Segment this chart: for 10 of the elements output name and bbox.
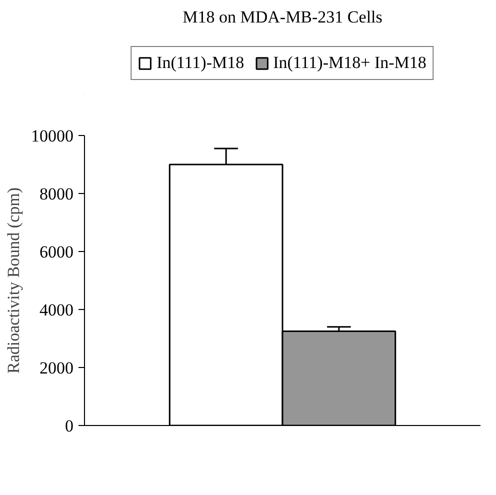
y-tick-label: 6000 [40,242,74,262]
y-tick-label: 4000 [40,300,74,320]
y-tick-label: 8000 [40,184,74,204]
y-tick-label: 0 [65,416,74,436]
y-axis-title: Radioactivity Bound (cpm) [4,187,23,374]
y-tick-label: 2000 [40,358,74,378]
legend-label: In(111)-M18+ In-M18 [273,53,426,73]
legend-label: In(111)-M18 [156,53,244,73]
chart-title: M18 on MDA-MB-231 Cells [182,8,382,26]
y-tick-label: 10000 [31,126,74,146]
